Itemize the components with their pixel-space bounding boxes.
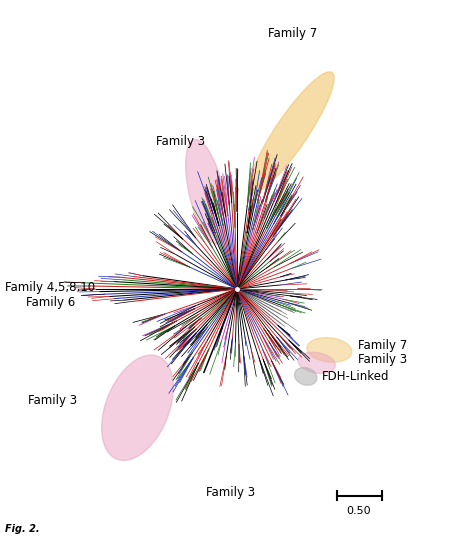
Ellipse shape xyxy=(101,355,173,461)
Text: FDH-Linked: FDH-Linked xyxy=(322,370,390,383)
Text: Family 3: Family 3 xyxy=(358,353,407,366)
Text: Family 3: Family 3 xyxy=(28,394,78,407)
Ellipse shape xyxy=(249,72,334,193)
Ellipse shape xyxy=(298,352,336,374)
Text: 0.50: 0.50 xyxy=(347,506,371,516)
Text: Family 7: Family 7 xyxy=(358,339,407,352)
Text: Family 7: Family 7 xyxy=(268,27,317,40)
Ellipse shape xyxy=(294,368,317,385)
Ellipse shape xyxy=(186,139,227,244)
Text: Family 3: Family 3 xyxy=(156,135,206,148)
Text: Fig. 2.: Fig. 2. xyxy=(5,523,39,534)
Text: Family 6: Family 6 xyxy=(26,296,75,309)
Text: Family 4,5,8,10: Family 4,5,8,10 xyxy=(5,281,95,294)
Ellipse shape xyxy=(307,338,352,362)
Text: Family 3: Family 3 xyxy=(206,486,255,499)
